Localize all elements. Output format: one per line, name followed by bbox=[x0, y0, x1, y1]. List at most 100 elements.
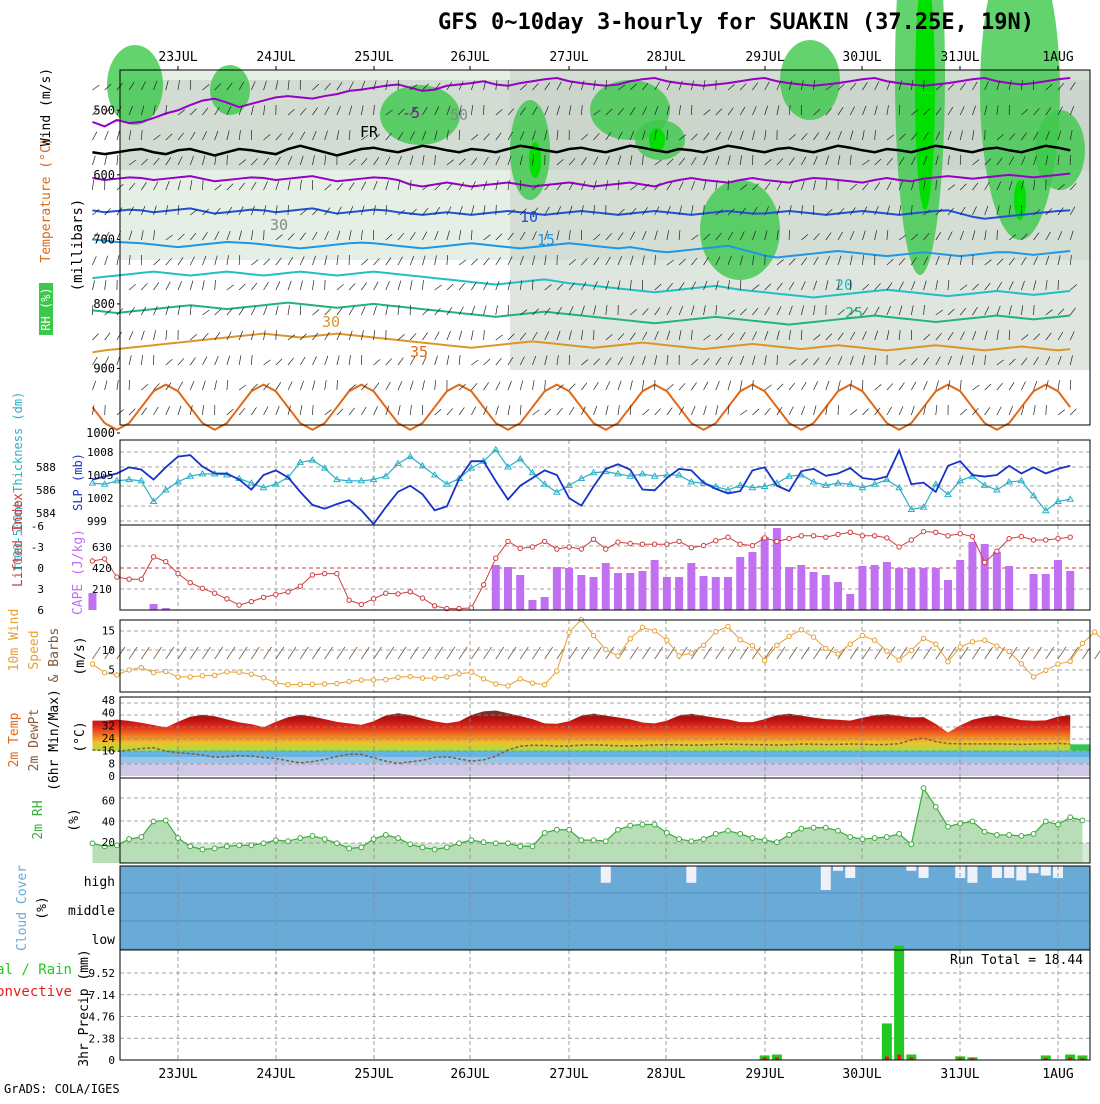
rh2m-marker bbox=[811, 825, 816, 830]
wind-marker bbox=[347, 679, 351, 683]
thickness-tick-label: 584 bbox=[36, 507, 56, 520]
rh2m-marker bbox=[616, 827, 621, 832]
wind-barb bbox=[92, 381, 95, 390]
li-marker bbox=[384, 591, 388, 595]
li-tick-label: 0 bbox=[37, 562, 44, 575]
wind-marker bbox=[310, 682, 314, 686]
rh2m-marker bbox=[982, 829, 987, 834]
wind-marker bbox=[1007, 649, 1011, 653]
contour-label: 15 bbox=[537, 231, 555, 249]
wind-barb bbox=[92, 132, 96, 140]
cape-bar bbox=[932, 568, 940, 610]
wind-marker bbox=[921, 636, 925, 640]
rh2m-marker bbox=[224, 844, 229, 849]
li-marker bbox=[665, 542, 669, 546]
wind-tick-label: 15 bbox=[102, 625, 115, 638]
thickness-tick-label: 586 bbox=[36, 484, 56, 497]
li-marker bbox=[604, 547, 608, 551]
rh2m-marker bbox=[114, 843, 119, 848]
cape-bar bbox=[565, 568, 573, 610]
cape-bar bbox=[761, 537, 769, 610]
run-total-annotation: Run Total = 18.44 bbox=[950, 953, 1083, 968]
wind-barb bbox=[117, 255, 119, 265]
wind-marker bbox=[567, 630, 571, 634]
cape-bar bbox=[602, 563, 610, 610]
rh2m-marker bbox=[677, 837, 682, 842]
rh2m-marker bbox=[652, 822, 657, 827]
rh2m-marker bbox=[347, 846, 352, 851]
cloud-clear-bar bbox=[992, 866, 1002, 878]
wind-marker bbox=[701, 643, 705, 647]
li-marker bbox=[432, 604, 436, 608]
wind-marker bbox=[616, 654, 620, 658]
rh2m-marker bbox=[689, 839, 694, 844]
wind-barb bbox=[92, 256, 96, 265]
date-label-bottom: 30JUL bbox=[842, 1067, 881, 1082]
li-marker bbox=[322, 571, 326, 575]
li-marker bbox=[775, 539, 779, 543]
rh2m-marker bbox=[774, 840, 779, 845]
wind-barb bbox=[92, 85, 99, 90]
cape-tick-label: 420 bbox=[92, 562, 112, 575]
li-marker bbox=[958, 532, 962, 536]
date-label-bottom: 25JUL bbox=[354, 1067, 393, 1082]
rh2m-marker bbox=[420, 845, 425, 850]
rh2m-marker bbox=[994, 833, 999, 838]
cape-bar bbox=[883, 562, 891, 610]
cape-bar bbox=[504, 567, 512, 610]
pressure-tick-label: 700 bbox=[93, 232, 115, 246]
rh2m-marker bbox=[591, 838, 596, 843]
wind-marker bbox=[1019, 661, 1023, 665]
wind-marker bbox=[396, 675, 400, 679]
cape-bar bbox=[712, 577, 720, 610]
li-marker bbox=[261, 595, 265, 599]
rh2m-marker bbox=[787, 833, 792, 838]
li-marker bbox=[249, 599, 253, 603]
temp-band bbox=[120, 751, 1090, 757]
wind-marker bbox=[995, 644, 999, 648]
li-marker bbox=[738, 542, 742, 546]
li-marker bbox=[824, 535, 828, 539]
li-marker bbox=[420, 596, 424, 600]
wind-barb bbox=[105, 380, 107, 390]
rh2m-marker bbox=[713, 831, 718, 836]
wind-marker bbox=[665, 638, 669, 642]
rh2m-marker bbox=[933, 804, 938, 809]
rh-contour-fill bbox=[700, 180, 780, 280]
li-marker bbox=[616, 540, 620, 544]
wind-marker bbox=[1080, 641, 1084, 645]
wind-marker bbox=[176, 675, 180, 679]
cloud-clear-bar bbox=[1004, 866, 1014, 878]
li-marker bbox=[1068, 535, 1072, 539]
rh2m-marker bbox=[212, 846, 217, 851]
rh2m-marker bbox=[139, 835, 144, 840]
rh-contour-fill bbox=[780, 40, 840, 120]
wind-marker bbox=[848, 642, 852, 646]
li-marker bbox=[885, 536, 889, 540]
wind-marker bbox=[127, 668, 131, 672]
pressure-tick-label: 800 bbox=[93, 297, 115, 311]
li-marker bbox=[640, 542, 644, 546]
date-label-top: 23JUL bbox=[158, 50, 197, 65]
rh2m-marker bbox=[1056, 822, 1061, 827]
wind-marker bbox=[787, 634, 791, 638]
li-marker bbox=[188, 581, 192, 585]
li-tick-label: 3 bbox=[37, 583, 44, 596]
rh-axis-label: RH (%) bbox=[39, 287, 53, 330]
wind-axis-label: 10m Wind bbox=[7, 609, 22, 672]
li-marker bbox=[506, 539, 510, 543]
rh2m-marker bbox=[726, 828, 731, 833]
wind-marker bbox=[1031, 675, 1035, 679]
cape-bar bbox=[920, 568, 928, 610]
pressure-axis-label: (millibars) bbox=[70, 199, 86, 292]
cape-bar bbox=[907, 568, 915, 610]
li-marker bbox=[652, 542, 656, 546]
rh2m-marker bbox=[554, 827, 559, 832]
contour-label: 25 bbox=[845, 304, 863, 322]
li-marker bbox=[139, 577, 143, 581]
cape-bar bbox=[492, 565, 500, 610]
li-marker bbox=[518, 546, 522, 550]
date-label-top: 28JUL bbox=[646, 50, 685, 65]
slp-tick-label: 1008 bbox=[87, 446, 114, 459]
